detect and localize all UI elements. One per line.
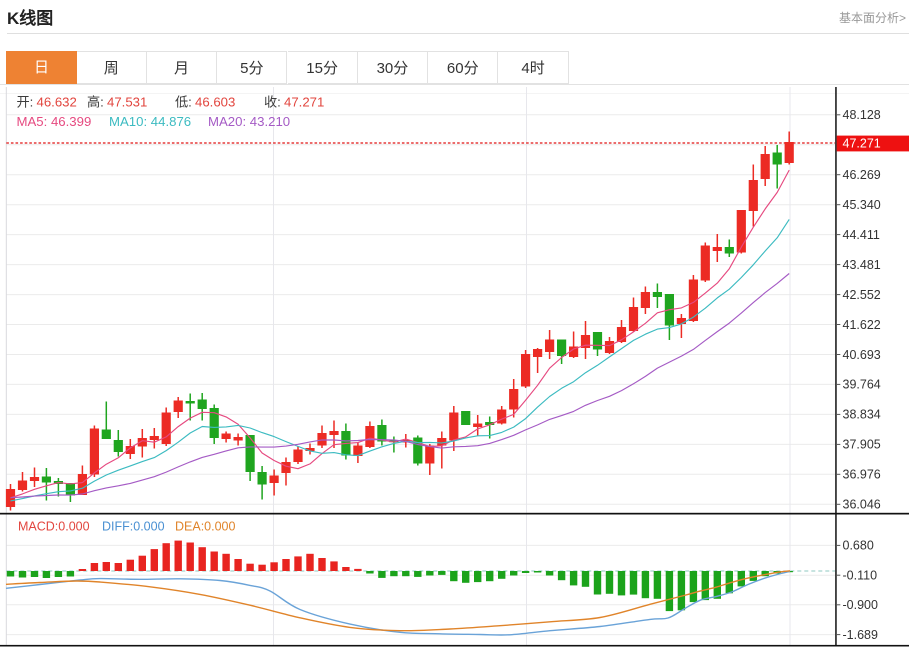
svg-text:48.128: 48.128	[843, 108, 881, 122]
svg-text:41.622: 41.622	[843, 318, 881, 332]
svg-text:36.976: 36.976	[843, 468, 881, 482]
svg-text:-0.900: -0.900	[843, 598, 878, 612]
svg-text:39.764: 39.764	[843, 378, 881, 392]
svg-text:47.271: 47.271	[843, 137, 881, 151]
svg-text:45.340: 45.340	[843, 198, 881, 212]
svg-text:37.905: 37.905	[843, 438, 881, 452]
svg-text:44.411: 44.411	[843, 228, 880, 242]
svg-text:0.680: 0.680	[843, 539, 874, 553]
svg-text:42.552: 42.552	[843, 288, 881, 302]
svg-text:-1.689: -1.689	[843, 628, 878, 642]
svg-text:38.834: 38.834	[843, 408, 881, 422]
svg-text:-0.110: -0.110	[843, 569, 878, 583]
svg-text:36.046: 36.046	[843, 498, 881, 512]
svg-text:46.269: 46.269	[843, 168, 881, 182]
svg-text:40.693: 40.693	[843, 348, 881, 362]
svg-text:43.481: 43.481	[843, 258, 881, 272]
